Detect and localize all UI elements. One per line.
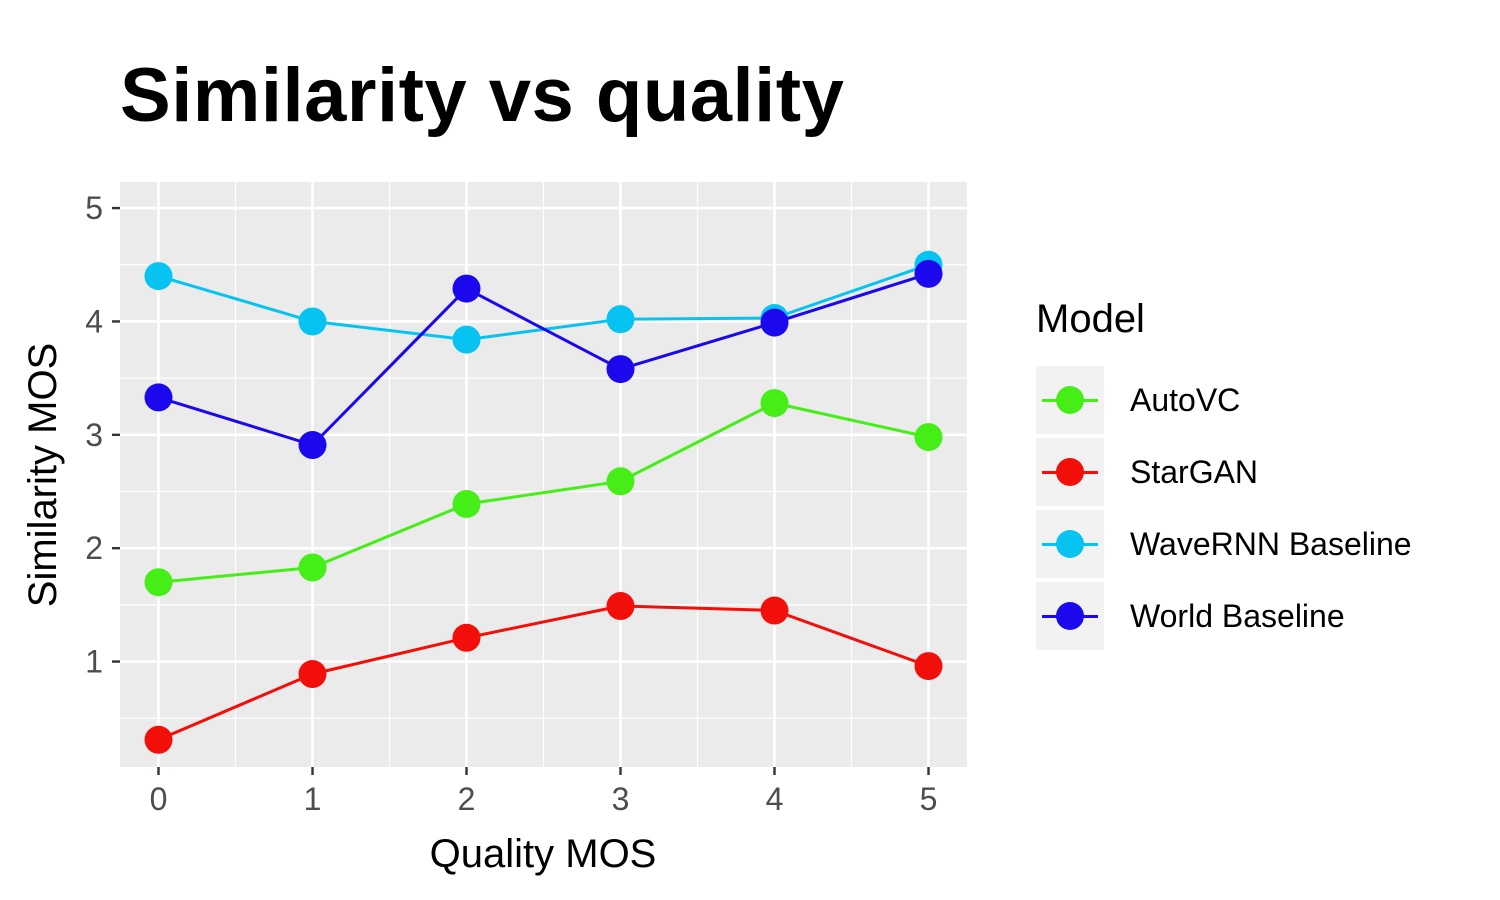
legend: Model AutoVC StarGAN WaveRNN Baseline World… xyxy=(1036,296,1412,652)
series xyxy=(144,389,943,597)
x-tick-label: 5 xyxy=(920,781,938,817)
x-tick-label: 2 xyxy=(458,781,476,817)
legend-title: Model xyxy=(1036,297,1145,341)
axis-ticks: 0 1 2 3 4 5 1 2 3 4 5 xyxy=(85,190,937,817)
data-point xyxy=(298,431,327,460)
legend-key xyxy=(1036,438,1104,506)
data-point xyxy=(298,660,327,689)
legend-key xyxy=(1036,510,1104,578)
legend-key-dot xyxy=(1056,458,1084,486)
series-line xyxy=(158,272,929,447)
data-point xyxy=(452,325,481,354)
legend-label: AutoVC xyxy=(1130,381,1241,418)
data-point xyxy=(144,383,173,412)
x-tick-label: 3 xyxy=(612,781,630,817)
legend-item: StarGAN xyxy=(1036,436,1412,508)
legend-item: World Baseline xyxy=(1036,580,1412,652)
series xyxy=(144,259,943,460)
y-tick-label: 2 xyxy=(85,530,103,566)
data-point xyxy=(452,623,481,652)
x-tick-label: 1 xyxy=(304,781,322,817)
data-point xyxy=(914,423,943,452)
data-point xyxy=(914,652,943,681)
legend-rows: AutoVC StarGAN WaveRNN Baseline World Basel… xyxy=(1036,364,1412,652)
data-point xyxy=(606,467,635,496)
legend-item: AutoVC xyxy=(1036,364,1412,436)
chart-title: Similarity vs quality xyxy=(120,53,845,138)
y-tick-label: 1 xyxy=(85,644,103,680)
legend-key xyxy=(1036,582,1104,650)
x-tick-label: 0 xyxy=(150,781,168,817)
data-point xyxy=(144,568,173,597)
data-point xyxy=(452,489,481,518)
legend-key-dot xyxy=(1056,602,1084,630)
y-axis-title: Similarity MOS xyxy=(21,343,65,607)
x-axis-title: Quality MOS xyxy=(430,832,657,876)
data-point xyxy=(914,259,943,288)
data-point xyxy=(606,305,635,334)
legend-key xyxy=(1036,366,1104,434)
legend-label: World Baseline xyxy=(1130,597,1345,634)
series-line xyxy=(157,604,930,742)
legend-key-dot xyxy=(1056,530,1084,558)
data-point xyxy=(606,592,635,621)
x-tick-label: 4 xyxy=(766,781,784,817)
y-tick-label: 4 xyxy=(85,303,103,339)
data-point xyxy=(760,389,789,418)
series-layer xyxy=(144,250,943,754)
series xyxy=(144,592,943,754)
data-point xyxy=(760,596,789,625)
data-point xyxy=(760,308,789,337)
data-point xyxy=(606,355,635,384)
data-point xyxy=(452,274,481,303)
series-line xyxy=(158,401,929,584)
legend-key-dot xyxy=(1056,386,1084,414)
legend-label: WaveRNN Baseline xyxy=(1130,525,1412,562)
data-point xyxy=(298,553,327,582)
y-tick-label: 5 xyxy=(85,190,103,226)
legend-label: StarGAN xyxy=(1130,453,1259,490)
data-point xyxy=(144,725,173,754)
legend-item: WaveRNN Baseline xyxy=(1036,508,1412,580)
data-point xyxy=(298,307,327,336)
y-tick-label: 3 xyxy=(85,417,103,453)
data-point xyxy=(144,262,173,291)
